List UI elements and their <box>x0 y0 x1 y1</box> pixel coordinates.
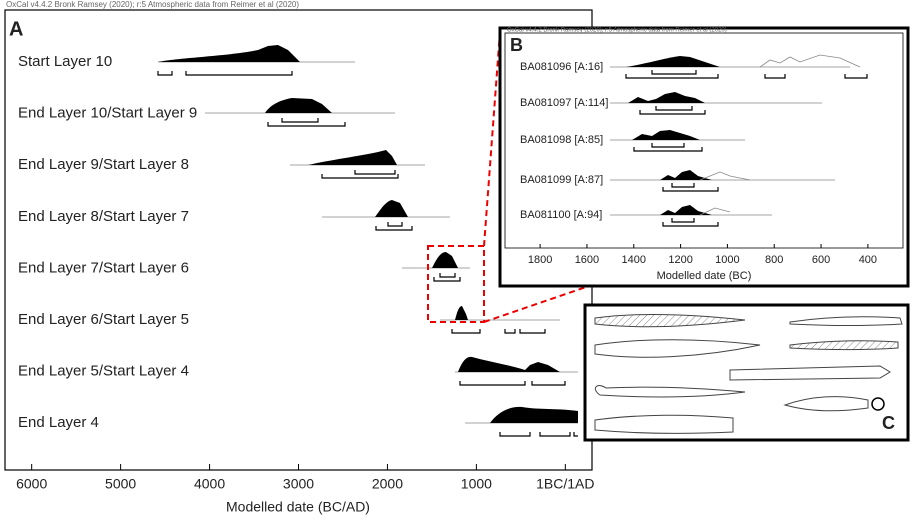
row-label: End Layer 4 <box>18 414 99 431</box>
panel-b-letter: B <box>510 35 523 55</box>
x-tick-label: 1600 <box>575 254 599 266</box>
panel-b-x-axis-label: Modelled date (BC) <box>657 270 752 282</box>
panel-b-frame <box>498 26 910 288</box>
row-label: End Layer 9/Start Layer 8 <box>18 156 189 173</box>
row-label: BA081099 [A:87] <box>520 174 603 186</box>
x-tick-label: 1400 <box>622 254 646 266</box>
x-tick-label: 1000 <box>715 254 739 266</box>
row-label: End Layer 5/Start Layer 4 <box>18 363 189 380</box>
row-label: BA081100 [A:94] <box>520 209 602 221</box>
panel-a-letter: A <box>9 18 23 40</box>
x-tick-label: 2000 <box>372 476 403 492</box>
x-tick-label: 6000 <box>16 476 47 492</box>
x-tick-label: 1800 <box>528 254 552 266</box>
x-tick-label: 1200 <box>668 254 692 266</box>
panel-a-x-axis-label: Modelled date (BC/AD) <box>226 499 370 515</box>
row-label: End Layer 7/Start Layer 6 <box>18 259 189 276</box>
x-tick-label: 3000 <box>283 476 314 492</box>
x-tick-label: 5000 <box>105 476 136 492</box>
panel-c-artifacts <box>594 313 903 434</box>
panel-c-frame <box>583 303 910 442</box>
x-tick-label: 1000 <box>461 476 492 492</box>
panel-a-header: OxCal v4.4.2 Bronk Ramsey (2020); r:5 At… <box>6 0 299 9</box>
x-tick-label: 1BC/1AD <box>536 476 594 492</box>
row-label: BA081097 [A:114] <box>520 97 608 109</box>
row-label: End Layer 6/Start Layer 5 <box>18 311 189 328</box>
row-label: End Layer 8/Start Layer 7 <box>18 208 189 225</box>
x-tick-label: 400 <box>859 254 877 266</box>
x-tick-label: 600 <box>812 254 830 266</box>
row-label: BA081098 [A:85] <box>520 134 603 146</box>
x-tick-label: 800 <box>765 254 783 266</box>
panel-b-header: OxCal v4.4.2 Bronk Ramsey (2020); r:5 At… <box>507 28 727 34</box>
x-tick-label: 4000 <box>194 476 225 492</box>
panel-b-distributions <box>610 54 868 227</box>
panel-a-distributions <box>157 45 578 437</box>
zoom-indicator <box>427 31 593 323</box>
row-label: Start Layer 10 <box>18 53 112 70</box>
panel-b-plot <box>504 32 904 249</box>
panel-c-letter: C <box>882 413 895 433</box>
row-label: End Layer 10/Start Layer 9 <box>18 105 197 122</box>
row-label: BA081096 [A:16] <box>520 61 603 73</box>
